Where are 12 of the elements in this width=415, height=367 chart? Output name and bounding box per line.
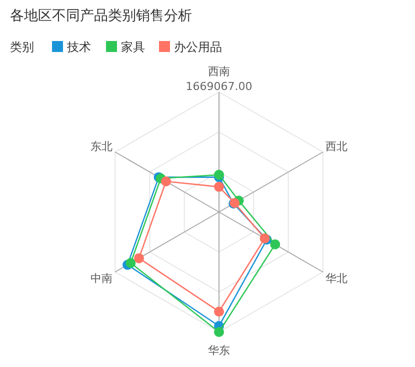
spoke-label: 西南 <box>208 65 230 78</box>
spoke-label: 华东 <box>208 344 230 357</box>
legend-label: 办公用品 <box>174 40 222 54</box>
spoke-label: 华北 <box>325 272 348 285</box>
spoke-label: 中南 <box>90 272 113 285</box>
spoke-label: 东北 <box>90 140 113 153</box>
legend-label: 技术 <box>66 40 91 54</box>
legend-title: 类别 <box>10 40 34 54</box>
chart-title: 各地区不同产品类别销售分析 <box>10 8 192 24</box>
legend-label: 家具 <box>121 40 145 54</box>
text: 1669067.00 <box>186 80 252 93</box>
spoke-label: 西北 <box>325 140 348 153</box>
